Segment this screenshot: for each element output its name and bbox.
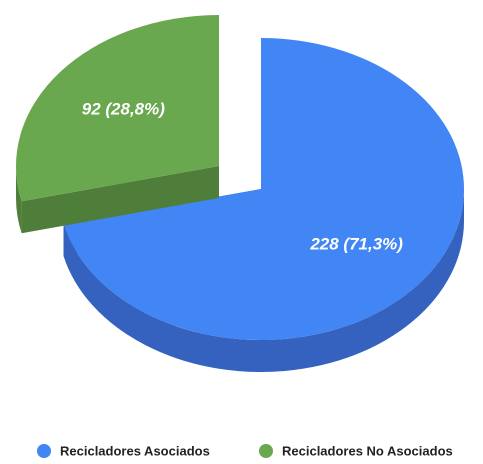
legend-label: Recicladores Asociados (60, 443, 210, 458)
slice (63, 38, 465, 340)
slice-side (63, 189, 464, 372)
legend-swatch (259, 444, 273, 458)
slice-cut (21, 166, 220, 234)
slice (15, 15, 220, 202)
value-label: 92 (28,8%) (82, 99, 165, 118)
legend-label: Recicladores No Asociados (282, 443, 453, 458)
value-label: 228 (71,3%) (309, 235, 403, 254)
slice-side (16, 166, 22, 234)
legend-swatch (37, 444, 51, 458)
